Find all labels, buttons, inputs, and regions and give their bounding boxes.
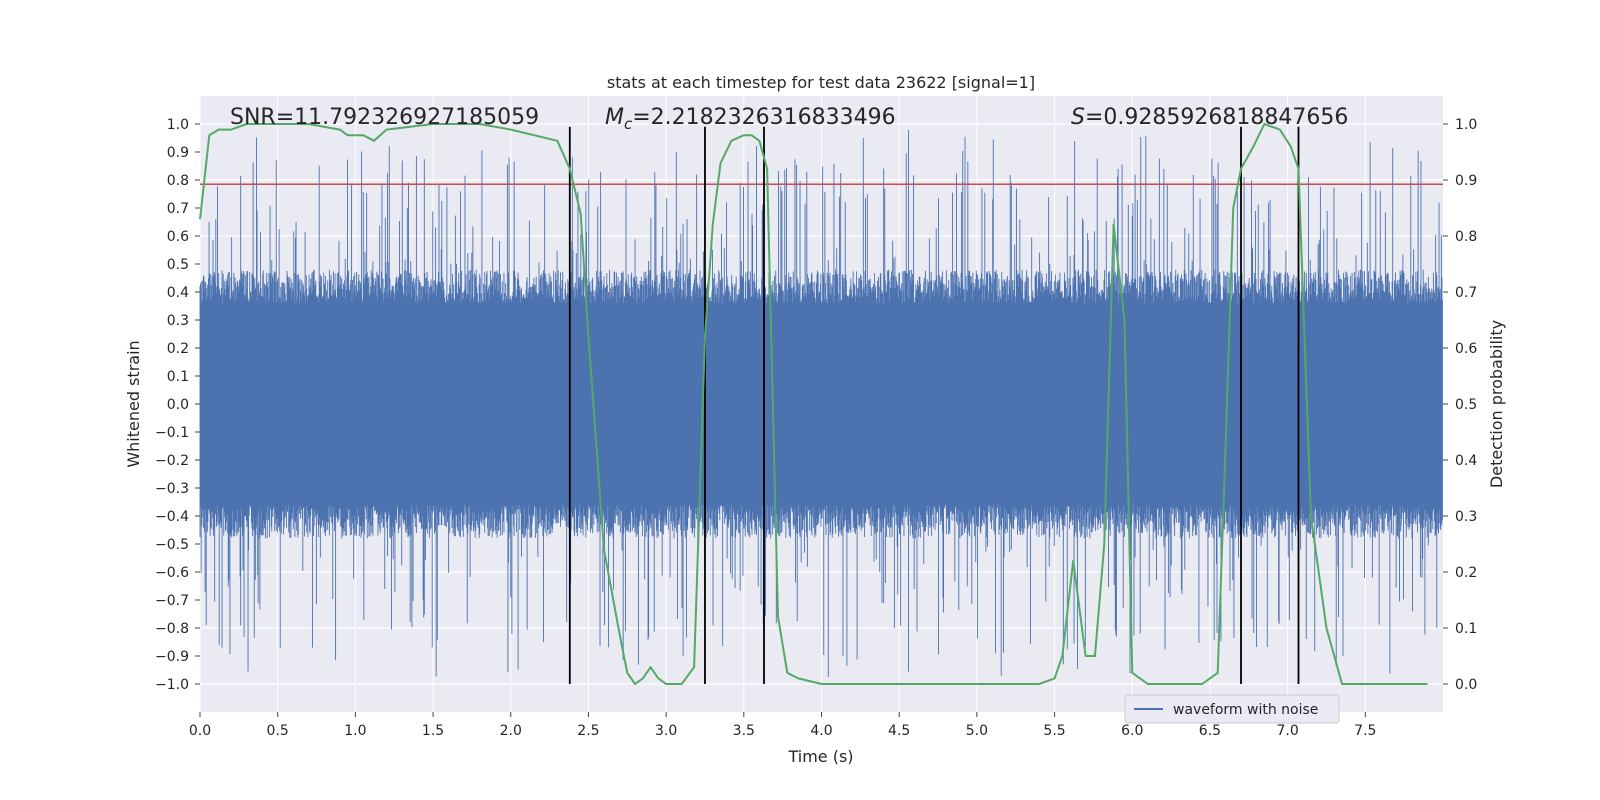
y-left-tick-label: 0.6: [167, 229, 189, 245]
y-right-tick-label: 0.6: [1455, 341, 1477, 357]
y-left-tick-label: −0.9: [155, 649, 189, 665]
legend-box: [1124, 694, 1340, 724]
y-left-tick-label: −0.2: [155, 453, 189, 469]
mc-value: =2.2182326316833496: [632, 105, 895, 130]
y-right-axis-title: Detection probability: [1487, 320, 1506, 488]
mc-annotation: Mc=2.2182326316833496: [605, 105, 896, 133]
y-left-tick-label: 0.8: [167, 173, 189, 189]
x-tick-label: 7.5: [1354, 723, 1376, 739]
x-tick-label: 6.5: [1199, 723, 1221, 739]
strain-series: [199, 129, 1443, 678]
x-axis-title: Time (s): [787, 747, 853, 766]
x-tick-label: 4.5: [888, 723, 910, 739]
y-left-tick-label: −0.1: [155, 425, 189, 441]
y-right-tick-label: 0.3: [1455, 509, 1477, 525]
y-left-tick-label: −0.4: [155, 509, 189, 525]
x-tick-label: 3.5: [733, 723, 755, 739]
x-tick-label: 1.5: [422, 723, 444, 739]
x-tick-label: 2.5: [577, 723, 599, 739]
x-tick-label: 6.0: [1121, 723, 1143, 739]
x-tick-label: 7.0: [1276, 723, 1298, 739]
y-left-axis-title: Whitened strain: [124, 340, 143, 467]
x-tick-label: 2.0: [500, 723, 522, 739]
mc-symbol: M: [605, 105, 624, 130]
x-tick-label: 5.0: [966, 723, 988, 739]
x-tick-label: 4.0: [810, 723, 832, 739]
legend: waveform with noise: [1124, 694, 1340, 724]
y-left-tick-label: −0.7: [155, 593, 189, 609]
chart-title: stats at each timestep for test data 236…: [607, 73, 1035, 92]
s-symbol: S: [1071, 105, 1085, 130]
x-tick-label: 0.5: [267, 723, 289, 739]
y-right-tick-label: 0.7: [1455, 285, 1477, 301]
y-left-tick-label: 0.5: [167, 257, 189, 273]
vertical-lines: [568, 126, 1300, 684]
y-left-tick-label: −0.5: [155, 537, 189, 553]
y-left-tick-label: 0.2: [167, 341, 189, 357]
y-right-tick-label: 0.9: [1455, 173, 1477, 189]
x-tick-label: 0.0: [189, 723, 211, 739]
y-left-tick-label: −0.3: [155, 481, 189, 497]
mc-subscript: c: [624, 115, 633, 133]
y-left-tick-label: −0.6: [155, 565, 189, 581]
probability-series: [199, 123, 1428, 685]
y-right-tick-label: 0.8: [1455, 229, 1477, 245]
y-left-tick-label: −1.0: [155, 677, 189, 693]
y-left-tick-label: 0.4: [167, 285, 189, 301]
x-tick-label: 3.0: [655, 723, 677, 739]
probability-line: [199, 123, 1428, 685]
y-right-tick-label: 0.5: [1455, 397, 1477, 413]
axes: 0.0 0.5 1.0 1.5 2.0 2.5 3.0 3.5 4.0 4.5 5.0 5.5 6.0 6…: [155, 117, 1477, 739]
y-right-tick-label: 0.1: [1455, 621, 1477, 637]
x-tick-label: 1.0: [344, 723, 366, 739]
strain-waveform: [199, 129, 1443, 678]
y-right-tick-label: 0.0: [1455, 677, 1477, 693]
y-left-tick-label: 0.7: [167, 201, 189, 217]
x-tick-label: 5.5: [1043, 723, 1065, 739]
y-left-tick-label: −0.8: [155, 621, 189, 637]
s-value: =0.9285926818847656: [1085, 105, 1348, 130]
legend-entry-waveform: waveform with noise: [1173, 702, 1318, 718]
y-left-tick-label: 0.1: [167, 369, 189, 385]
y-left-tick-label: 0.3: [167, 313, 189, 329]
y-right-tick-label: 1.0: [1455, 117, 1477, 133]
snr-annotation: SNR=11.792326927185059: [230, 105, 539, 130]
s-annotation: S=0.9285926818847656: [1071, 105, 1348, 130]
y-right-tick-label: 0.4: [1455, 453, 1477, 469]
y-left-tick-label: 0.9: [167, 145, 189, 161]
y-left-tick-label: 1.0: [167, 117, 189, 133]
y-right-tick-label: 0.2: [1455, 565, 1477, 581]
y-left-tick-label: 0.0: [167, 397, 189, 413]
